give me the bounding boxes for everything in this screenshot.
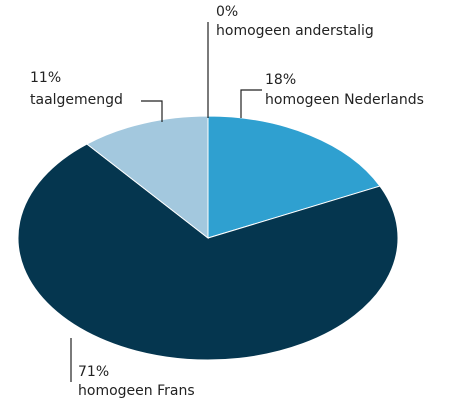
- leader-line: [141, 100, 163, 122]
- value-label: 11%: [30, 70, 61, 86]
- pie-slice: [207, 115, 381, 239]
- category-label: taalgemengd: [30, 92, 123, 108]
- pie-slice: [17, 143, 399, 361]
- pie-slice: [85, 115, 209, 240]
- value-label: 71%: [78, 364, 109, 380]
- leader-line: [240, 89, 262, 118]
- value-label: 0%: [216, 4, 238, 20]
- category-label: homogeen Nederlands: [265, 92, 424, 108]
- category-label: homogeen anderstalig: [216, 23, 374, 39]
- category-label: homogeen Frans: [78, 383, 195, 399]
- value-label: 18%: [265, 72, 296, 88]
